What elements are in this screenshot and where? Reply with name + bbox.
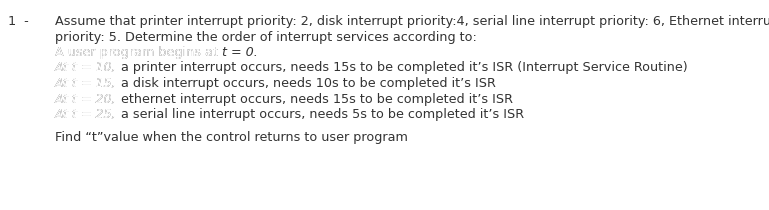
Text: At t = 10,: At t = 10,	[55, 62, 117, 75]
Text: priority: 5. Determine the order of interrupt services according to:: priority: 5. Determine the order of inte…	[55, 30, 477, 43]
Text: Assume that printer interrupt priority: 2, disk interrupt priority:4, serial lin: Assume that printer interrupt priority: …	[55, 15, 769, 28]
Text: t = 0.: t = 0.	[222, 46, 258, 59]
Text: a printer interrupt occurs, needs 15s to be completed it’s ISR (Interrupt Servic: a printer interrupt occurs, needs 15s to…	[117, 62, 687, 75]
Text: At t = 25,: At t = 25,	[55, 108, 117, 121]
Text: At t = 15,: At t = 15,	[55, 77, 117, 90]
Text: Find “t”value when the control returns to user program: Find “t”value when the control returns t…	[55, 131, 408, 144]
Text: A user program begins at: A user program begins at	[55, 46, 222, 59]
Text: 1  -: 1 -	[8, 15, 28, 28]
Text: At t = 25,: At t = 25,	[55, 108, 117, 121]
Text: At t = 20,: At t = 20,	[55, 92, 117, 105]
Text: At t = 20,: At t = 20,	[55, 92, 117, 105]
Text: At t = 15,: At t = 15,	[55, 77, 117, 90]
Text: A user program begins at: A user program begins at	[55, 46, 222, 59]
Text: At t = 10,: At t = 10,	[55, 62, 117, 75]
Text: a disk interrupt occurs, needs 10s to be completed it’s ISR: a disk interrupt occurs, needs 10s to be…	[117, 77, 495, 90]
Text: ethernet interrupt occurs, needs 15s to be completed it’s ISR: ethernet interrupt occurs, needs 15s to …	[117, 92, 513, 105]
Text: a serial line interrupt occurs, needs 5s to be completed it’s ISR: a serial line interrupt occurs, needs 5s…	[117, 108, 524, 121]
